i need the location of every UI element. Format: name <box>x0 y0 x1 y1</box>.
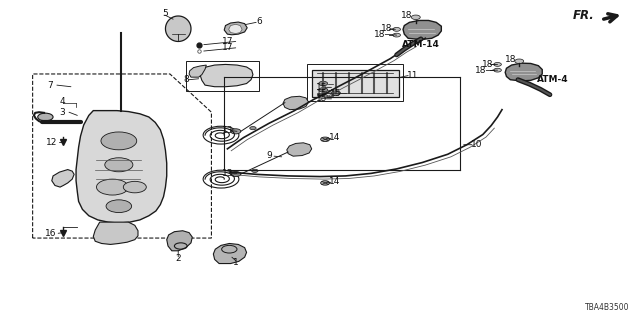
Text: 12: 12 <box>46 138 58 147</box>
Text: 17: 17 <box>221 43 233 52</box>
Circle shape <box>230 129 241 134</box>
Text: 9: 9 <box>266 151 272 160</box>
Text: 15: 15 <box>316 83 327 92</box>
Circle shape <box>332 91 340 95</box>
Text: 7: 7 <box>47 81 53 90</box>
Circle shape <box>105 158 133 172</box>
Text: 14: 14 <box>329 133 340 142</box>
Circle shape <box>515 59 524 63</box>
Text: 5: 5 <box>162 9 168 18</box>
Text: 17: 17 <box>221 37 233 46</box>
Text: 14: 14 <box>329 177 340 186</box>
Circle shape <box>393 33 401 37</box>
Text: 1: 1 <box>233 258 239 267</box>
Text: 13: 13 <box>221 126 233 135</box>
Circle shape <box>250 126 256 130</box>
Text: 15: 15 <box>316 89 327 98</box>
Circle shape <box>321 181 330 185</box>
Text: 15: 15 <box>316 94 327 103</box>
Polygon shape <box>403 20 442 40</box>
Text: 8: 8 <box>183 75 189 84</box>
Text: FR.: FR. <box>573 9 595 22</box>
Polygon shape <box>505 63 542 81</box>
Polygon shape <box>200 64 253 87</box>
Polygon shape <box>93 222 138 244</box>
Circle shape <box>493 68 501 72</box>
Text: 18: 18 <box>504 55 516 64</box>
Circle shape <box>97 179 129 195</box>
Polygon shape <box>287 143 312 156</box>
Circle shape <box>393 28 401 31</box>
Polygon shape <box>283 96 308 110</box>
Text: 3: 3 <box>60 108 65 117</box>
Text: 18—: 18— <box>474 66 495 75</box>
Text: 11: 11 <box>407 71 419 80</box>
Text: 4: 4 <box>60 97 65 106</box>
Circle shape <box>38 113 53 121</box>
Circle shape <box>252 169 258 172</box>
FancyBboxPatch shape <box>312 70 399 97</box>
Text: 16: 16 <box>45 229 56 238</box>
Circle shape <box>124 181 147 193</box>
Text: TBA4B3500: TBA4B3500 <box>585 303 630 312</box>
Circle shape <box>321 137 330 141</box>
Polygon shape <box>189 65 206 77</box>
Text: 18: 18 <box>481 60 493 69</box>
Circle shape <box>412 15 420 20</box>
Text: 18: 18 <box>381 24 393 33</box>
Text: ATM-4: ATM-4 <box>538 75 569 84</box>
Polygon shape <box>166 16 191 42</box>
Text: 18—: 18— <box>374 30 394 39</box>
Text: 10: 10 <box>470 140 482 149</box>
Text: 18: 18 <box>401 12 412 20</box>
Text: 13: 13 <box>221 169 233 178</box>
Circle shape <box>319 94 328 99</box>
Polygon shape <box>52 170 74 187</box>
Text: 6: 6 <box>257 17 262 26</box>
Circle shape <box>230 172 241 177</box>
Polygon shape <box>224 22 247 35</box>
Text: 15: 15 <box>330 89 342 98</box>
Polygon shape <box>213 244 246 264</box>
Circle shape <box>319 81 328 86</box>
Text: ATM-14: ATM-14 <box>402 40 440 49</box>
Circle shape <box>101 132 137 150</box>
Circle shape <box>319 88 328 92</box>
Polygon shape <box>228 24 242 34</box>
Text: 2: 2 <box>175 254 181 263</box>
Circle shape <box>106 200 132 212</box>
Circle shape <box>493 62 501 66</box>
Polygon shape <box>167 231 192 251</box>
Polygon shape <box>76 111 167 223</box>
